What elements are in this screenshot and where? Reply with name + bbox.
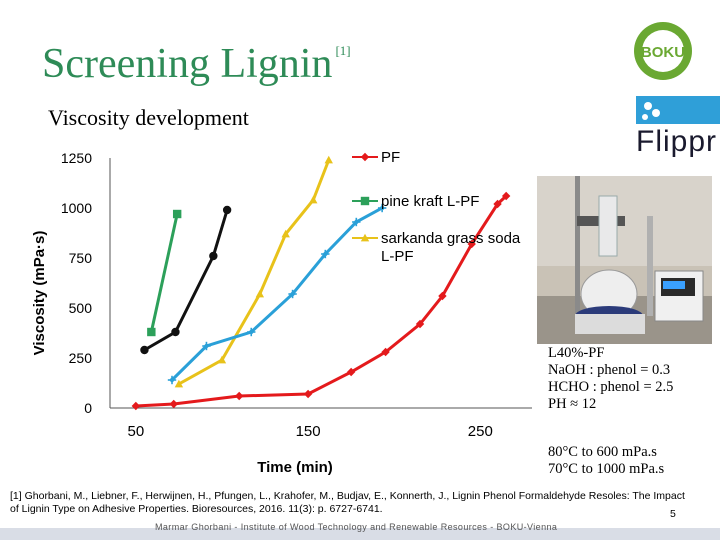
data-point (303, 389, 313, 399)
x-tick-label: 50 (127, 423, 144, 440)
chart-axes: 0 250 500 750 1000 1250 50 150 250 Time (min) Visc… (31, 150, 532, 476)
chart-legend: PF pine kraft L-PF sarkanda grass soda L-PF (352, 149, 521, 265)
y-tick-label: 0 (84, 400, 92, 416)
data-point (438, 291, 447, 301)
legend-label-line: PF (381, 149, 400, 166)
data-point (209, 251, 218, 261)
data-point (169, 377, 175, 383)
data-point (171, 327, 180, 337)
legend-item: pine kraft L-PF (352, 193, 479, 210)
condition-hcho: HCHO : phenol = 2.5 (548, 379, 674, 395)
data-point (381, 347, 390, 357)
data-point (169, 399, 178, 409)
y-tick-label: 750 (69, 250, 93, 266)
data-point (290, 291, 295, 297)
y-tick-label: 500 (69, 300, 93, 316)
data-point (222, 205, 232, 215)
data-point (217, 355, 227, 364)
footer-credit: Marmar Ghorbani - Institute of Wood Tech… (155, 522, 558, 532)
title-reference: [1] (335, 43, 351, 58)
data-point (234, 391, 244, 401)
series-unlabeled-3 (140, 205, 232, 355)
series-line (170, 206, 383, 382)
legend-label-line: pine kraft L-PF (381, 193, 479, 210)
condition-naoh: NaOH : phenol = 0.3 (548, 362, 671, 378)
y-axis-label: Viscosity (mPa·s) (31, 231, 48, 356)
legend-label: sarkanda grass soda L-PF (381, 230, 521, 265)
boku-logo-text: BOKU (641, 44, 685, 61)
boku-logo: BOKU (634, 22, 692, 80)
x-tick-label: 150 (296, 423, 321, 440)
data-point (323, 251, 328, 257)
lab-reactor-photo (537, 176, 712, 344)
series-unlabeled-4 (167, 203, 387, 385)
data-point (249, 329, 254, 335)
data-point (255, 289, 265, 298)
legend-label: pine kraft L-PF (381, 193, 479, 210)
data-point (415, 319, 425, 329)
footer-bar (0, 528, 720, 540)
y-tick-label: 250 (69, 350, 93, 366)
data-point (172, 209, 182, 219)
y-tick-label: 1000 (61, 200, 92, 216)
temperature-step-70: 70°C to 1000 mPa.s (548, 461, 665, 477)
data-point (360, 196, 370, 206)
slide-subtitle: Viscosity development (48, 105, 249, 130)
data-point (346, 367, 356, 377)
data-point (360, 152, 370, 162)
data-point (147, 327, 156, 337)
condition-lignin: L40%-PF (548, 345, 605, 361)
temperature-steps: 80°C to 600 mPa.s 70°C to 1000 mPa.s (548, 444, 664, 478)
data-point (281, 229, 290, 238)
legend-item: sarkanda grass soda L-PF (352, 230, 521, 265)
legend-label: PF (381, 149, 400, 166)
citation-reference: [1] Ghorbani, M., Liebner, F., Herwijnen… (10, 490, 685, 515)
series-line (178, 159, 331, 386)
data-point (204, 343, 209, 349)
flippr-logo (636, 96, 720, 124)
temperature-step-80: 80°C to 600 mPa.s (548, 444, 657, 460)
legend-label-line: L-PF (381, 248, 414, 265)
y-tick-label: 1250 (61, 150, 92, 166)
page-number: 5 (670, 508, 676, 520)
legend-label-line: sarkanda grass soda (381, 230, 521, 247)
flippr-logo-text: Flippr (636, 125, 718, 158)
x-tick-label: 250 (468, 423, 493, 440)
series-pf (131, 191, 511, 411)
condition-ph: PH ≈ 12 (548, 396, 597, 412)
data-point (324, 155, 333, 164)
series-line (149, 213, 179, 333)
reaction-conditions: L40%-PF NaOH : phenol = 0.3 HCHO : pheno… (548, 345, 673, 413)
series-sarkanda-grass-soda-l-pf (174, 155, 333, 388)
viscosity-chart: 0 250 500 750 1000 1250 50 150 250 Time (min) Visc… (31, 149, 532, 476)
legend-item: PF (352, 149, 400, 166)
data-point (140, 345, 149, 355)
data-point (360, 233, 370, 242)
slide-title-text: Screening Lignin (42, 41, 333, 87)
data-point (309, 195, 318, 204)
series-line (143, 209, 229, 352)
data-point (174, 379, 184, 388)
x-axis-label: Time (min) (257, 459, 333, 476)
slide-title: Screening Lignin [1] (42, 40, 351, 88)
data-point (131, 401, 141, 411)
chart-series (131, 155, 511, 411)
data-point (379, 205, 385, 211)
series-pine-kraft-l-pf (147, 209, 182, 337)
data-point (354, 219, 359, 225)
